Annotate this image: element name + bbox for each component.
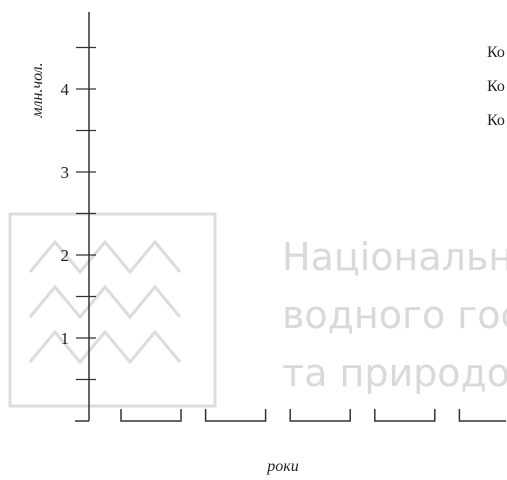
watermark-frame bbox=[8, 212, 217, 408]
x-category-slot bbox=[289, 409, 351, 422]
legend-entry: Ко bbox=[487, 112, 505, 129]
x-category-slot bbox=[204, 409, 267, 422]
watermark-line-2: водного гос bbox=[282, 293, 507, 337]
watermark-line-1: Національн bbox=[282, 235, 507, 279]
y-tick-label: 2 bbox=[61, 246, 70, 265]
watermark-line-3: та природо bbox=[282, 351, 507, 395]
x-category-slots bbox=[120, 409, 506, 422]
y-tick-label: 1 bbox=[61, 329, 70, 348]
y-axis-title: млн.чол. bbox=[29, 62, 46, 118]
x-axis-title: роки bbox=[266, 458, 298, 475]
y-tick-label: 3 bbox=[61, 163, 70, 182]
x-category-slot bbox=[120, 409, 182, 422]
x-category-slot bbox=[374, 409, 436, 422]
watermark: Національн водного гос та природо bbox=[8, 212, 507, 408]
legend-entry: Ко bbox=[487, 78, 505, 95]
legend: Ко Ко Ко bbox=[487, 44, 505, 129]
legend-entry: Ко bbox=[487, 44, 505, 61]
watermark-wave-icon bbox=[28, 239, 182, 275]
x-category-slot bbox=[458, 409, 506, 422]
watermark-wave-icon bbox=[28, 329, 182, 365]
watermark-wave-icon bbox=[28, 284, 182, 320]
y-tick-label: 4 bbox=[61, 80, 70, 99]
y-ticks: 1 2 3 4 bbox=[61, 46, 96, 381]
